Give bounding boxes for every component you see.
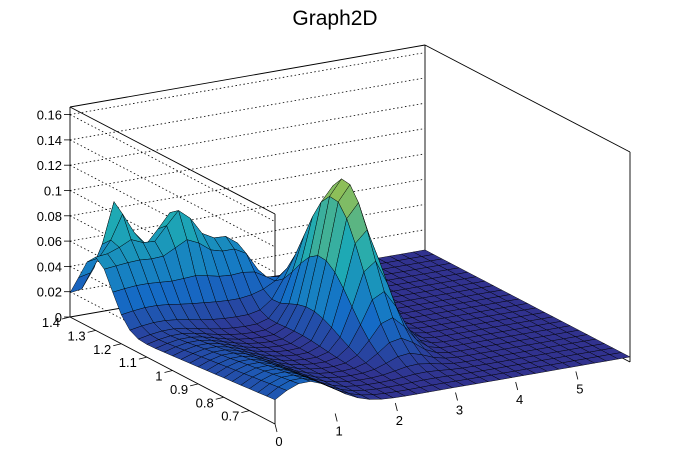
y-tick-mark — [241, 410, 250, 414]
z-tick-label: 0.14 — [37, 133, 62, 148]
y-tick-mark — [87, 329, 96, 333]
z-tick-label: 0.06 — [37, 234, 62, 249]
z-gridline-back — [69, 52, 426, 115]
z-tick-label: 0.1 — [44, 183, 62, 198]
x-tick-label: 0 — [275, 434, 282, 449]
z-gridline-back — [69, 153, 426, 217]
y-tick-mark — [113, 343, 122, 347]
z-tick-label: 0 — [55, 310, 62, 325]
y-tick-mark — [164, 370, 173, 373]
y-tick-mark — [138, 356, 147, 360]
x-tick-label: 4 — [516, 392, 523, 407]
y-tick-label: 1.4 — [42, 315, 60, 330]
z-gridline-left — [69, 114, 276, 222]
z-gridline-back — [69, 128, 426, 191]
x-tick-label: 1 — [336, 423, 343, 438]
chart-title: Graph2D — [292, 7, 377, 30]
z-gridline-back — [69, 77, 426, 141]
x-tick-mark — [515, 381, 519, 391]
x-tick-mark — [334, 413, 338, 422]
z-gridline-left — [69, 139, 276, 248]
box-edge — [69, 106, 276, 215]
y-tick-label: 1 — [155, 369, 162, 384]
z-gridline-back — [69, 102, 426, 166]
y-tick-label: 1.2 — [93, 342, 111, 357]
box-edge — [424, 44, 631, 153]
y-tick-label: 0.8 — [196, 395, 214, 410]
y-tick-mark — [215, 396, 224, 400]
z-tick-label: 0.16 — [37, 108, 62, 123]
z-tick-label: 0.04 — [37, 259, 62, 274]
z-tick-label: 0.08 — [37, 209, 62, 224]
x-tick-mark — [455, 392, 458, 401]
y-tick-label: 0.9 — [170, 382, 188, 397]
y-tick-label: 1.3 — [68, 328, 86, 343]
surface-mesh — [69, 178, 631, 401]
y-tick-label: 0.7 — [221, 409, 239, 424]
box-edge — [69, 44, 426, 108]
plot-axes: 0123450.70.80.911.11.21.31.400.020.040.0… — [37, 108, 584, 449]
z-tick-label: 0.02 — [37, 285, 62, 300]
y-tick-label: 1.1 — [119, 355, 137, 370]
surface-cell — [266, 386, 288, 401]
x-tick-label: 5 — [576, 381, 583, 396]
x-tick-label: 3 — [456, 402, 463, 417]
z-tick-label: 0.12 — [37, 158, 62, 173]
x-tick-mark — [274, 423, 278, 433]
x-tick-mark — [394, 402, 398, 412]
x-tick-mark — [575, 371, 579, 380]
x-tick-label: 2 — [396, 413, 403, 428]
y-tick-mark — [190, 383, 199, 387]
